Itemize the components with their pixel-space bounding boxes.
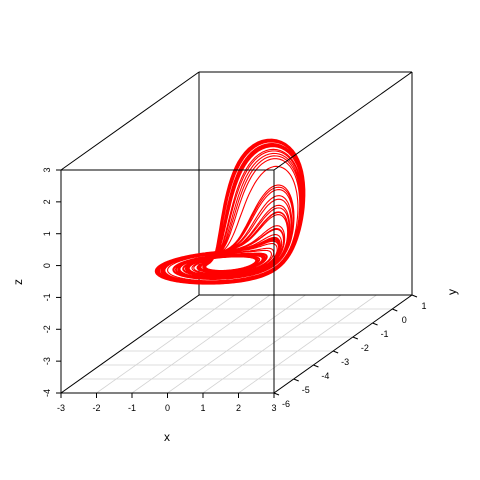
box-edge: [273, 71, 413, 171]
z-axis-label: z: [11, 279, 25, 285]
y-tick-mark: [293, 378, 299, 382]
y-tick-mark: [352, 336, 359, 340]
box-edge: [60, 294, 200, 394]
z-tick-label: 0: [42, 263, 52, 268]
z-tick-label: 3: [42, 167, 52, 172]
floor-grid-line: [167, 294, 306, 394]
y-tick-mark: [332, 350, 339, 354]
y-tick-mark: [313, 364, 319, 368]
axis-ticks: -3 -2 -1 0 1 2 3 -4 -3 -2 -1 0 1 2 3 -6 -5 -4 -3 -2 -1 0 1: [42, 167, 427, 413]
y-tick-mark: [372, 322, 378, 326]
bounding-box-front: [60, 71, 413, 394]
y-tick-mark: [392, 308, 398, 312]
y-tick-label: 0: [402, 315, 407, 325]
y-axis-label: y: [445, 289, 459, 295]
x-tick-label: -2: [92, 403, 100, 413]
floor-grid-line: [238, 294, 377, 394]
floor-grid-line: [131, 294, 271, 394]
x-tick-label: 1: [200, 403, 205, 413]
y-tick-label: -3: [341, 357, 349, 367]
series-layer: [154, 138, 306, 285]
floor-grid-line: [96, 294, 235, 394]
z-tick-label: -2: [42, 325, 52, 333]
floor-grid: [60, 294, 413, 394]
x-tick-label: -1: [128, 403, 136, 413]
x-axis-label: x: [164, 430, 170, 444]
y-tick-label: 1: [421, 301, 426, 311]
box-edge: [273, 294, 413, 394]
z-tick-label: 1: [42, 231, 52, 236]
y-tick-label: -5: [302, 385, 310, 395]
z-tick-label: 2: [42, 199, 52, 204]
y-tick-mark: [273, 392, 280, 396]
y-tick-label: -6: [282, 399, 290, 409]
bounding-box-back: [60, 72, 412, 394]
y-tick-label: -1: [381, 329, 389, 339]
box-edge: [60, 71, 200, 171]
y-tick-label: -2: [361, 343, 369, 353]
x-tick-label: 2: [236, 403, 241, 413]
y-tick-label: -4: [321, 371, 329, 381]
x-tick-label: -3: [57, 403, 65, 413]
series-trajectory-line: [154, 138, 306, 285]
x-tick-label: 0: [165, 403, 170, 413]
z-tick-label: -1: [42, 293, 52, 301]
z-tick-label: -3: [42, 357, 52, 365]
z-tick-label: -4: [42, 389, 52, 397]
floor-grid-line: [202, 294, 342, 394]
x-tick-label: 3: [271, 403, 276, 413]
y-tick-mark: [411, 294, 418, 298]
